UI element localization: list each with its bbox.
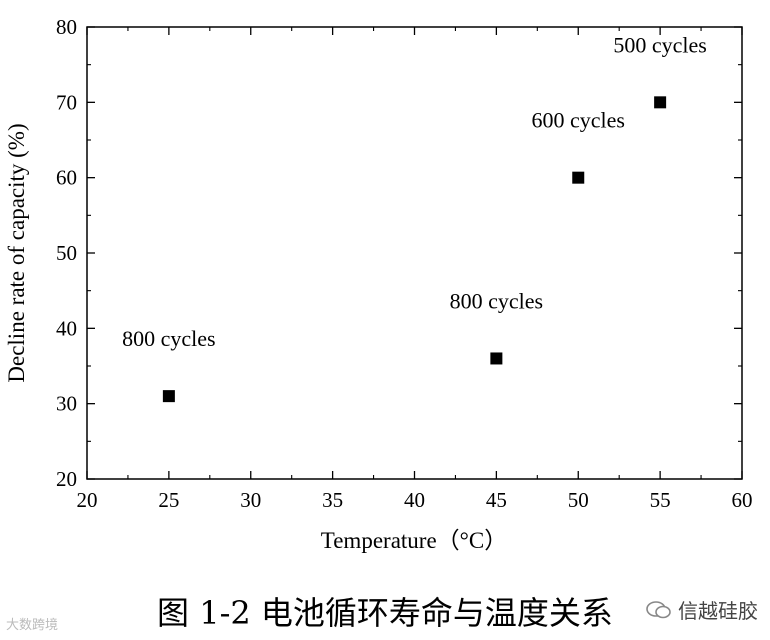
data-point: [490, 352, 503, 365]
x-tick-label: 60: [732, 488, 753, 512]
data-point: [162, 390, 175, 403]
axes: 20 25 30 35 40 45 50 55 60 20 30 40 50 60 70 80: [56, 15, 753, 512]
y-tick-label: 60: [56, 166, 77, 190]
y-axis-label: Decline rate of capacity (%): [4, 123, 29, 382]
x-tick-label: 50: [568, 488, 589, 512]
watermark-right-text: 信越硅胶: [678, 599, 758, 623]
point-label: 500 cycles: [613, 32, 706, 57]
x-tick-label: 20: [77, 488, 98, 512]
x-tick-label: 25: [158, 488, 179, 512]
watermark-left: 大数跨境: [6, 618, 59, 633]
x-tick-label: 35: [322, 488, 343, 512]
y-tick-label: 70: [56, 90, 77, 114]
y-tick-label: 80: [56, 15, 77, 39]
x-tick-label: 55: [650, 488, 671, 512]
point-label: 600 cycles: [532, 108, 625, 133]
data-point: [654, 96, 667, 109]
data-point: [572, 171, 585, 184]
x-axis-label: Temperature（°C）: [321, 528, 507, 553]
y-tick-label: 20: [56, 467, 77, 491]
point-label: 800 cycles: [450, 288, 543, 313]
scatter-chart: 20 25 30 35 40 45 50 55 60 20 30 40 50 60 70 80 800 cyc…: [4, 15, 753, 553]
x-tick-label: 40: [404, 488, 425, 512]
y-tick-label: 40: [56, 316, 77, 340]
x-tick-label: 45: [486, 488, 507, 512]
figure-caption: 图 1-2 电池循环寿命与温度关系: [157, 594, 613, 632]
plot-frame: [86, 26, 743, 480]
y-tick-label: 30: [56, 392, 77, 416]
y-tick-label: 50: [56, 241, 77, 265]
wechat-icon: [646, 600, 671, 618]
watermark-right: 信越硅胶: [646, 595, 758, 624]
data-points: 800 cycles 800 cycles 600 cycles 500 cycles: [122, 32, 707, 403]
point-label: 800 cycles: [122, 326, 215, 351]
x-tick-label: 30: [240, 488, 261, 512]
